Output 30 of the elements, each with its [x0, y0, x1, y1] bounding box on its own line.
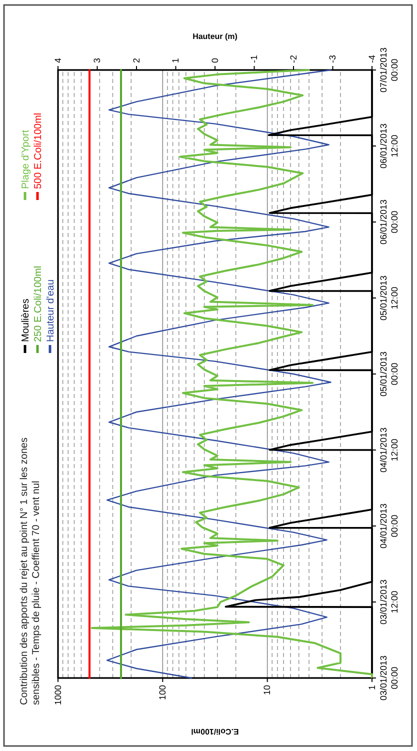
text: 250 E.Coli/100ml — [33, 266, 44, 342]
text: 500 E.Coli/100ml — [33, 112, 44, 189]
x2-tick-label: -3 — [328, 54, 338, 63]
x2-axis-title: Hauteur (m) — [192, 32, 238, 41]
y-tick-label: 04/01/2013 00:00 — [378, 503, 400, 549]
x2-tick-label: -2 — [288, 54, 298, 63]
x2-tick-label: 2 — [131, 58, 142, 63]
x2-tick-label: -1 — [249, 54, 260, 63]
y-tick-label: 05/01/2013 00:00 — [378, 351, 400, 397]
x-tick-label: 1 — [366, 685, 377, 690]
x2-tick-label: 0 — [210, 58, 220, 63]
x2-tick-label: 3 — [92, 58, 102, 63]
y-tick-label: 03/01/2013 12:00 — [378, 579, 400, 625]
y-tick-label: 06/01/2013 12:00 — [378, 123, 400, 169]
x2-tick-label: -4 — [366, 54, 377, 63]
x-tick-label: 1000 — [52, 685, 63, 706]
y-tick-label: 03/01/2013 00:00 — [378, 655, 400, 701]
y-tick-label: 04/01/2013 12:00 — [378, 427, 400, 473]
x2-tick-label: 4 — [52, 58, 63, 63]
x-tick-label: 100 — [158, 685, 168, 700]
x-axis-title: E.Coli/100ml — [191, 727, 239, 736]
x-tick-label: 10 — [262, 685, 272, 696]
x2-tick-label: 1 — [170, 58, 181, 63]
y-tick-label: 07/01/2013 00:00 — [378, 47, 400, 93]
text: Contribution des apports du rejet au point N° 1 sur les zones sensibles - Temps de pluie - Coeffient 70 - vent nul — [19, 438, 42, 705]
y-tick-label: 05/01/2013 12:00 — [378, 275, 400, 321]
text: Plage d'Yport — [20, 130, 32, 189]
text: Moulières — [20, 298, 32, 342]
text: Hauteur d'eau — [46, 279, 56, 342]
y-tick-label: 06/01/2013 00:00 — [378, 199, 400, 245]
